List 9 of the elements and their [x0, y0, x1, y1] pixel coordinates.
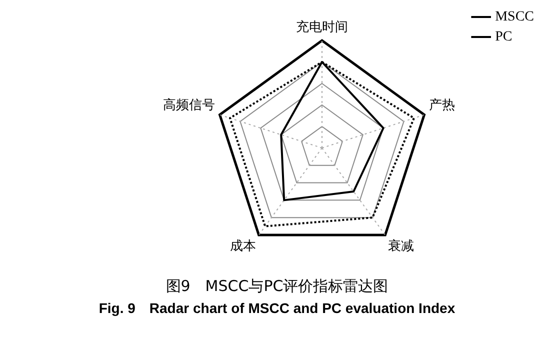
spoke-label: 充电时间	[296, 20, 348, 36]
text: 图9 MSCC与PC评价指标雷达图	[164, 277, 390, 296]
spoke-label: 高频信号	[163, 96, 215, 113]
legend-label: MSCC	[495, 10, 534, 25]
spoke-label: 衰减	[388, 238, 414, 254]
spoke-label: 成本	[230, 239, 256, 254]
legend-label: PC	[495, 30, 512, 45]
text: Fig. 9 Radar chart of MSCC and PC evaluation Index	[98, 300, 456, 318]
spoke-label: 产热	[429, 98, 455, 113]
